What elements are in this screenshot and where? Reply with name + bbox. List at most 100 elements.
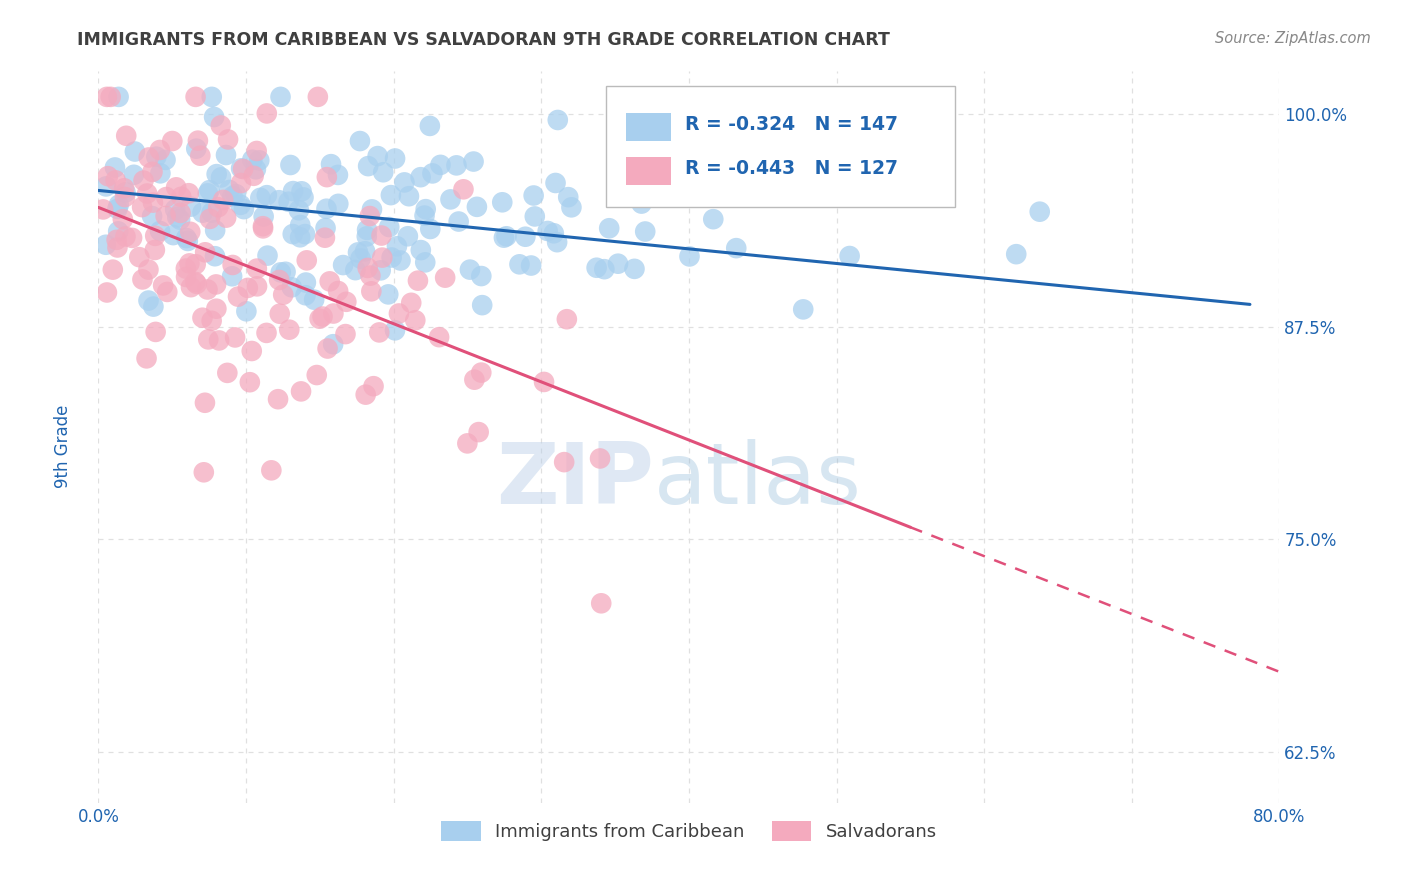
Point (277, 194, 299, 209)
Point (209, 119, 232, 133)
Point (318, 274, 340, 288)
Point (194, 396, 217, 410)
Point (465, 200, 488, 214)
Point (152, 278, 174, 293)
Point (184, 275, 207, 289)
Point (201, 90, 224, 104)
Point (543, 227, 565, 241)
Point (114, 229, 136, 244)
Point (179, 256, 201, 270)
Point (515, 229, 537, 244)
Point (162, 228, 184, 243)
Point (360, 285, 382, 299)
Point (463, 373, 485, 387)
Point (235, 304, 257, 318)
Point (143, 243, 166, 257)
Point (246, 261, 269, 276)
Point (141, 209, 163, 223)
Point (1028, 204, 1050, 219)
Text: ZIP: ZIP (496, 440, 654, 523)
Point (295, 253, 318, 268)
Point (347, 245, 370, 260)
Point (827, 167, 849, 181)
Point (145, 150, 167, 164)
Point (115, 128, 138, 143)
Point (623, 261, 645, 276)
Point (398, 189, 420, 203)
Point (406, 274, 429, 288)
Point (384, 323, 406, 337)
Point (267, 193, 290, 207)
Point (197, 333, 219, 347)
Point (792, 302, 814, 317)
Point (370, 228, 392, 243)
Point (647, 161, 669, 176)
Point (155, 190, 177, 204)
Point (290, 218, 312, 232)
Point (174, 269, 197, 284)
Point (363, 379, 385, 393)
Point (315, 221, 337, 235)
Point (215, 148, 238, 162)
Point (96, 90, 118, 104)
Point (470, 366, 492, 380)
Point (359, 268, 381, 283)
Point (198, 183, 221, 197)
Point (409, 170, 432, 185)
Point (394, 175, 416, 189)
Point (239, 375, 262, 389)
Point (236, 281, 259, 295)
Point (315, 202, 337, 216)
Point (544, 176, 567, 190)
Point (187, 134, 209, 148)
Point (252, 221, 274, 235)
Point (281, 184, 304, 198)
Point (142, 195, 165, 210)
Point (207, 200, 229, 214)
Point (589, 451, 612, 466)
Point (290, 384, 312, 399)
Point (246, 144, 269, 158)
Point (191, 310, 214, 325)
Point (188, 149, 211, 163)
Point (302, 293, 325, 307)
Point (356, 229, 378, 244)
Point (357, 260, 380, 275)
Point (105, 233, 128, 247)
Point (439, 193, 461, 207)
Point (294, 227, 316, 241)
Text: 9th Grade: 9th Grade (55, 404, 72, 488)
Point (271, 287, 294, 301)
Point (149, 166, 172, 180)
Point (419, 119, 441, 133)
Point (537, 224, 560, 238)
Point (555, 312, 578, 326)
Point (111, 212, 134, 227)
Point (97, 169, 120, 184)
Point (380, 188, 402, 202)
Point (328, 197, 350, 211)
Point (326, 168, 349, 182)
Point (122, 168, 145, 182)
Point (419, 222, 441, 236)
Point (232, 202, 254, 216)
Point (388, 306, 411, 320)
Point (155, 153, 177, 167)
Point (491, 195, 513, 210)
Point (94, 179, 117, 194)
Point (344, 263, 367, 277)
Point (132, 173, 155, 187)
Point (155, 209, 177, 223)
Text: atlas: atlas (654, 440, 862, 523)
Point (208, 334, 231, 348)
Bar (626, 157, 671, 185)
Point (523, 188, 546, 202)
Point (630, 196, 652, 211)
Point (204, 249, 226, 263)
Point (838, 249, 860, 263)
Point (107, 90, 129, 104)
Point (354, 244, 377, 259)
Point (177, 186, 200, 201)
Point (229, 176, 252, 190)
Point (427, 330, 450, 344)
